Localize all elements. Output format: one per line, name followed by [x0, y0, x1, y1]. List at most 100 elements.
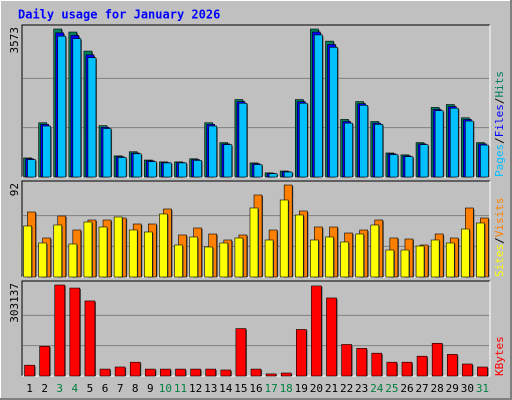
bar	[27, 159, 36, 178]
y-max-label: 303137	[8, 283, 21, 323]
x-tick-label: 8	[132, 382, 139, 395]
bar	[39, 345, 50, 377]
bar	[144, 231, 153, 278]
bar	[462, 363, 473, 377]
bar	[465, 120, 474, 178]
bar	[404, 156, 414, 178]
bar	[117, 157, 127, 178]
panel-edge-dark	[21, 280, 490, 376]
bar	[53, 224, 63, 278]
bar	[359, 105, 368, 178]
legend: KBytes	[493, 336, 506, 376]
legend-entry: Visits	[493, 198, 506, 238]
bar	[329, 47, 338, 178]
bar	[370, 224, 380, 278]
bar	[265, 373, 277, 377]
bar	[102, 128, 112, 178]
x-tick-label: 29	[446, 382, 459, 395]
bar	[24, 364, 35, 377]
bar	[430, 239, 440, 278]
x-tick-label: 28	[431, 382, 444, 395]
x-tick-label: 24	[370, 382, 384, 395]
bar	[341, 344, 352, 377]
panel-edge-dark	[21, 24, 490, 177]
legend: Pages/Files/Hits	[493, 71, 506, 177]
bar	[311, 285, 322, 377]
bar	[415, 245, 425, 278]
bar	[72, 38, 82, 178]
bar	[83, 221, 93, 278]
x-tick-label: 3	[56, 382, 63, 395]
x-tick-label: 4	[72, 382, 79, 395]
bar	[175, 368, 186, 377]
bar	[38, 242, 47, 278]
bar	[220, 369, 232, 377]
bar	[434, 110, 444, 178]
legend-entry: Sites	[493, 244, 506, 277]
x-tick-label: 18	[280, 382, 293, 395]
bar	[310, 239, 319, 278]
x-tick-label: 26	[400, 382, 413, 395]
bar	[325, 236, 334, 278]
bar	[446, 354, 458, 377]
x-tick-label: 22	[340, 382, 353, 395]
bar	[355, 233, 364, 278]
x-tick-label: 15	[234, 382, 247, 395]
panel	[22, 281, 490, 376]
bar	[87, 57, 97, 178]
y-max-label: 92	[8, 183, 21, 196]
bar	[190, 368, 201, 377]
legend: Sites/Visits	[493, 198, 506, 278]
x-tick-label: 7	[117, 382, 124, 395]
x-tick-label: 31	[476, 382, 489, 395]
bar	[389, 154, 399, 178]
bar	[128, 229, 138, 278]
x-tick-label: 27	[415, 382, 428, 395]
x-tick-label: 16	[249, 382, 262, 395]
chart-title: Daily usage for January 2026	[18, 8, 220, 22]
bar	[98, 226, 108, 278]
x-tick-label: 21	[325, 382, 338, 395]
x-tick-label: 14	[219, 382, 233, 395]
x-tick-label: 12	[189, 382, 202, 395]
bar	[234, 237, 244, 278]
bar	[238, 102, 248, 178]
x-tick-label: 25	[385, 382, 398, 395]
bar	[54, 284, 66, 377]
bar	[449, 107, 459, 178]
bar	[160, 368, 171, 377]
bar	[189, 236, 198, 278]
bar	[223, 144, 233, 178]
legend-separator: /	[493, 98, 506, 105]
bar	[250, 368, 262, 377]
bar	[205, 368, 217, 377]
bar	[113, 216, 123, 278]
x-tick-label: 9	[147, 382, 154, 395]
bar	[480, 144, 489, 178]
bar	[294, 214, 304, 278]
bar	[298, 102, 308, 178]
bar	[249, 207, 259, 278]
bar	[235, 328, 247, 377]
bar	[68, 243, 78, 278]
y-max-label: 3573	[8, 27, 21, 54]
bar	[400, 249, 410, 278]
x-tick-label: 6	[102, 382, 109, 395]
bar	[219, 242, 229, 278]
bar	[476, 222, 485, 278]
bar	[340, 241, 349, 278]
bar	[163, 162, 172, 178]
x-tick-label: 19	[295, 382, 308, 395]
bar	[159, 213, 168, 278]
x-tick-label: 11	[174, 382, 187, 395]
bar	[264, 239, 274, 278]
x-tick-label: 30	[461, 382, 474, 395]
bar	[57, 35, 67, 178]
bar	[268, 173, 278, 178]
bar	[374, 124, 384, 178]
bar	[69, 287, 81, 377]
legend-entry: Pages	[493, 144, 506, 177]
x-tick-label: 5	[87, 382, 94, 395]
bar	[401, 361, 413, 377]
